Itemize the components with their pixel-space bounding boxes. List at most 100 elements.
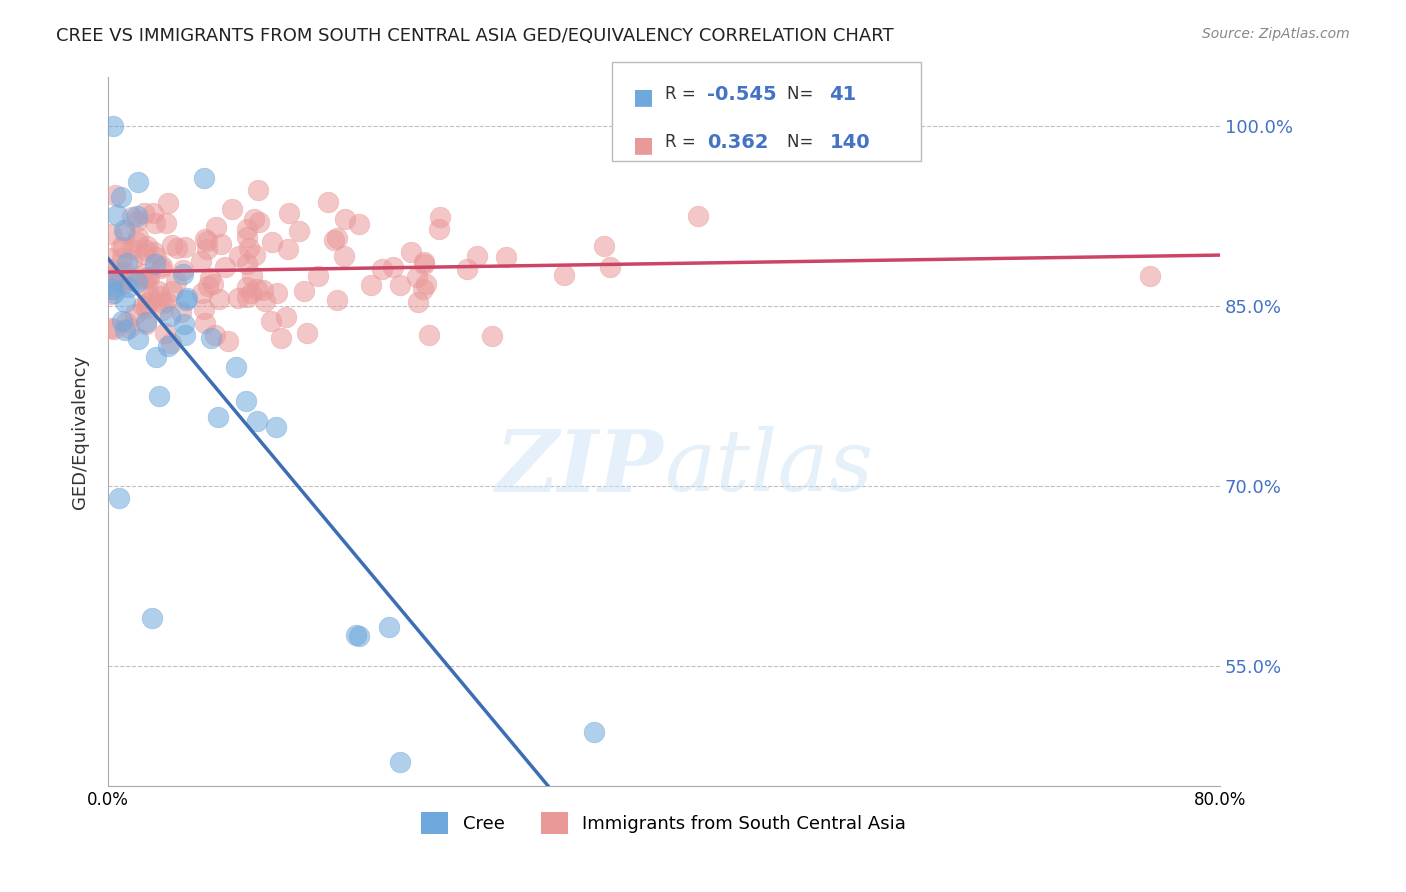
Point	[195, 242, 218, 256]
Point	[274, 310, 297, 324]
Point	[194, 316, 217, 330]
Point	[413, 257, 436, 271]
Text: 0.362: 0.362	[707, 133, 769, 152]
Point	[399, 244, 422, 259]
Point	[111, 240, 134, 254]
Point	[456, 262, 478, 277]
Point	[125, 275, 148, 289]
Point	[347, 217, 370, 231]
Point	[146, 285, 169, 299]
Point	[105, 209, 128, 223]
Point	[260, 314, 283, 328]
Point	[101, 282, 124, 296]
Point	[221, 202, 243, 217]
Point	[135, 315, 157, 329]
Point	[155, 294, 177, 309]
Point	[100, 287, 122, 301]
Point	[406, 270, 429, 285]
Point	[201, 277, 224, 292]
Point	[108, 491, 131, 505]
Point	[316, 195, 339, 210]
Text: ZIP: ZIP	[496, 425, 664, 509]
Point	[148, 389, 170, 403]
Point	[235, 290, 257, 304]
Point	[360, 278, 382, 293]
Y-axis label: GED/Equivalency: GED/Equivalency	[72, 355, 89, 509]
Point	[592, 238, 614, 252]
Point	[127, 230, 149, 244]
Point	[236, 279, 259, 293]
Point	[236, 230, 259, 244]
Point	[127, 175, 149, 189]
Point	[198, 271, 221, 285]
Point	[104, 188, 127, 202]
Point	[225, 360, 247, 375]
Point	[246, 282, 269, 296]
Point	[121, 210, 143, 224]
Point	[101, 276, 124, 290]
Point	[112, 222, 135, 236]
Point	[121, 252, 143, 267]
Point	[240, 268, 263, 283]
Point	[125, 209, 148, 223]
Point	[149, 288, 172, 302]
Point	[139, 292, 162, 306]
Text: -0.545: -0.545	[707, 85, 778, 103]
Point	[193, 170, 215, 185]
Point	[429, 210, 451, 224]
Point	[141, 611, 163, 625]
Point	[266, 286, 288, 301]
Point	[326, 293, 349, 307]
Text: ■: ■	[633, 87, 654, 107]
Point	[238, 242, 260, 256]
Point	[108, 271, 131, 285]
Point	[150, 303, 173, 318]
Point	[246, 183, 269, 197]
Point	[112, 265, 135, 279]
Point	[159, 336, 181, 351]
Point	[260, 235, 283, 250]
Point	[117, 320, 139, 334]
Point	[217, 334, 239, 348]
Point	[193, 302, 215, 317]
Point	[247, 215, 270, 229]
Point	[173, 327, 195, 342]
Point	[112, 276, 135, 290]
Point	[145, 350, 167, 364]
Point	[191, 286, 214, 301]
Point	[132, 205, 155, 219]
Point	[142, 206, 165, 220]
Text: N=: N=	[787, 85, 818, 103]
Text: 41: 41	[830, 85, 856, 103]
Point	[125, 235, 148, 249]
Point	[132, 247, 155, 261]
Point	[200, 331, 222, 345]
Point	[204, 327, 226, 342]
Point	[173, 317, 195, 331]
Point	[156, 195, 179, 210]
Point	[172, 267, 194, 281]
Point	[378, 620, 401, 634]
Point	[152, 296, 174, 310]
Point	[264, 419, 287, 434]
Point	[287, 224, 309, 238]
Point	[465, 249, 488, 263]
Point	[236, 222, 259, 236]
Point	[413, 255, 436, 269]
Point	[101, 279, 124, 293]
Point	[344, 628, 367, 642]
Point	[136, 285, 159, 300]
Point	[292, 284, 315, 298]
Point	[115, 256, 138, 270]
Point	[114, 295, 136, 310]
Point	[114, 316, 136, 330]
Point	[209, 236, 232, 251]
Point	[125, 214, 148, 228]
Point	[278, 206, 301, 220]
Point	[135, 301, 157, 315]
Point	[117, 280, 139, 294]
Point	[132, 267, 155, 281]
Point	[228, 249, 250, 263]
Legend: Cree, Immigrants from South Central Asia: Cree, Immigrants from South Central Asia	[422, 812, 907, 834]
Point	[103, 322, 125, 336]
